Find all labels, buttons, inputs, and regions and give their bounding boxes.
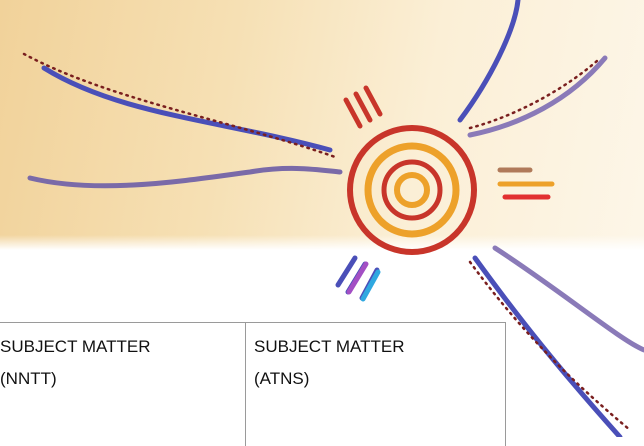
- ring: [397, 175, 427, 205]
- dotted-stroke: [24, 54, 338, 158]
- cell-text: SUBJECT MATTER (NNTT): [0, 331, 170, 395]
- header-row: SUBJECT MATTER (NNTT) SUBJECT MATTER (AT…: [0, 323, 506, 446]
- dash-mark: [363, 272, 378, 299]
- dash-mark: [349, 264, 366, 292]
- blue-stroke: [44, 68, 330, 150]
- blue-stroke: [460, 0, 518, 120]
- purple-stroke: [30, 168, 340, 185]
- header-cell: SUBJECT MATTER (ATNS): [246, 323, 506, 446]
- ring: [368, 146, 456, 234]
- dash-marks: [346, 88, 380, 126]
- purple-stroke: [495, 248, 644, 350]
- subject-table: SUBJECT MATTER (NNTT) SUBJECT MATTER (AT…: [0, 322, 506, 446]
- cell-text: SUBJECT MATTER (ATNS): [254, 331, 424, 395]
- page: {"table": {"rows": [["SUBJECT MATTER (NN…: [0, 0, 644, 437]
- header-cell: SUBJECT MATTER (NNTT): [0, 323, 246, 446]
- ring: [384, 162, 440, 218]
